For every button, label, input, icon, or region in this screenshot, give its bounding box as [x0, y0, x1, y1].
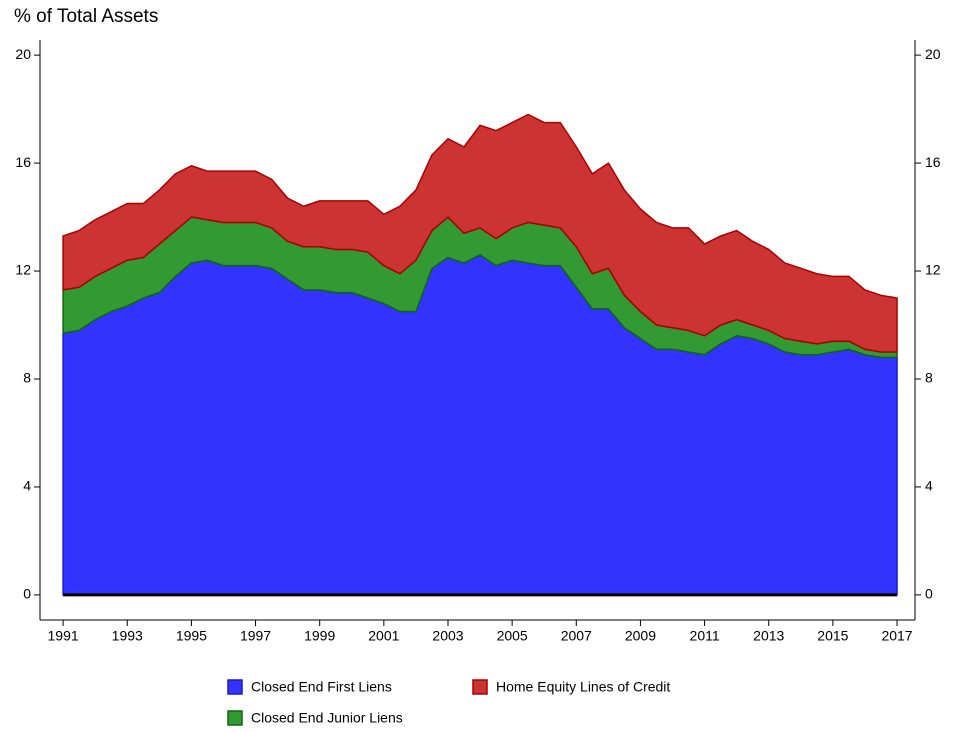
y-tick-label: 16 — [15, 154, 31, 170]
x-tick-label: 2001 — [368, 628, 399, 644]
x-tick-label: 2009 — [625, 628, 656, 644]
y-tick-label-right: 20 — [925, 46, 941, 62]
y-tick-label-right: 4 — [925, 478, 933, 494]
x-tick-label: 1991 — [48, 628, 79, 644]
y-tick-label: 20 — [15, 46, 31, 62]
x-tick-label: 2007 — [561, 628, 592, 644]
y-tick-label-right: 0 — [925, 586, 933, 602]
y-tick-label: 8 — [23, 370, 31, 386]
legend-label: Closed End Junior Liens — [251, 710, 403, 726]
x-tick-label: 2003 — [432, 628, 463, 644]
legend-swatch — [472, 679, 488, 695]
legend-label: Home Equity Lines of Credit — [496, 679, 670, 695]
x-tick-label: 2015 — [817, 628, 848, 644]
y-tick-label: 4 — [23, 478, 31, 494]
legend-swatch — [227, 679, 243, 695]
x-tick-label: 2017 — [881, 628, 912, 644]
x-tick-label: 1993 — [112, 628, 143, 644]
y-tick-label: 0 — [23, 586, 31, 602]
y-tick-label-right: 8 — [925, 370, 933, 386]
x-tick-label: 2013 — [753, 628, 784, 644]
x-tick-label: 1997 — [240, 628, 271, 644]
y-tick-label-right: 12 — [925, 262, 941, 278]
legend-label: Closed End First Liens — [251, 679, 392, 695]
x-tick-label: 2011 — [690, 628, 720, 644]
y-axis-title: % of Total Assets — [14, 6, 158, 27]
x-tick-label: 2005 — [497, 628, 528, 644]
y-tick-label-right: 16 — [925, 154, 941, 170]
x-tick-label: 1999 — [304, 628, 335, 644]
y-tick-label: 12 — [15, 262, 31, 278]
area — [62, 113, 898, 353]
legend-swatch — [227, 710, 243, 726]
x-tick-label: 1995 — [176, 628, 207, 644]
